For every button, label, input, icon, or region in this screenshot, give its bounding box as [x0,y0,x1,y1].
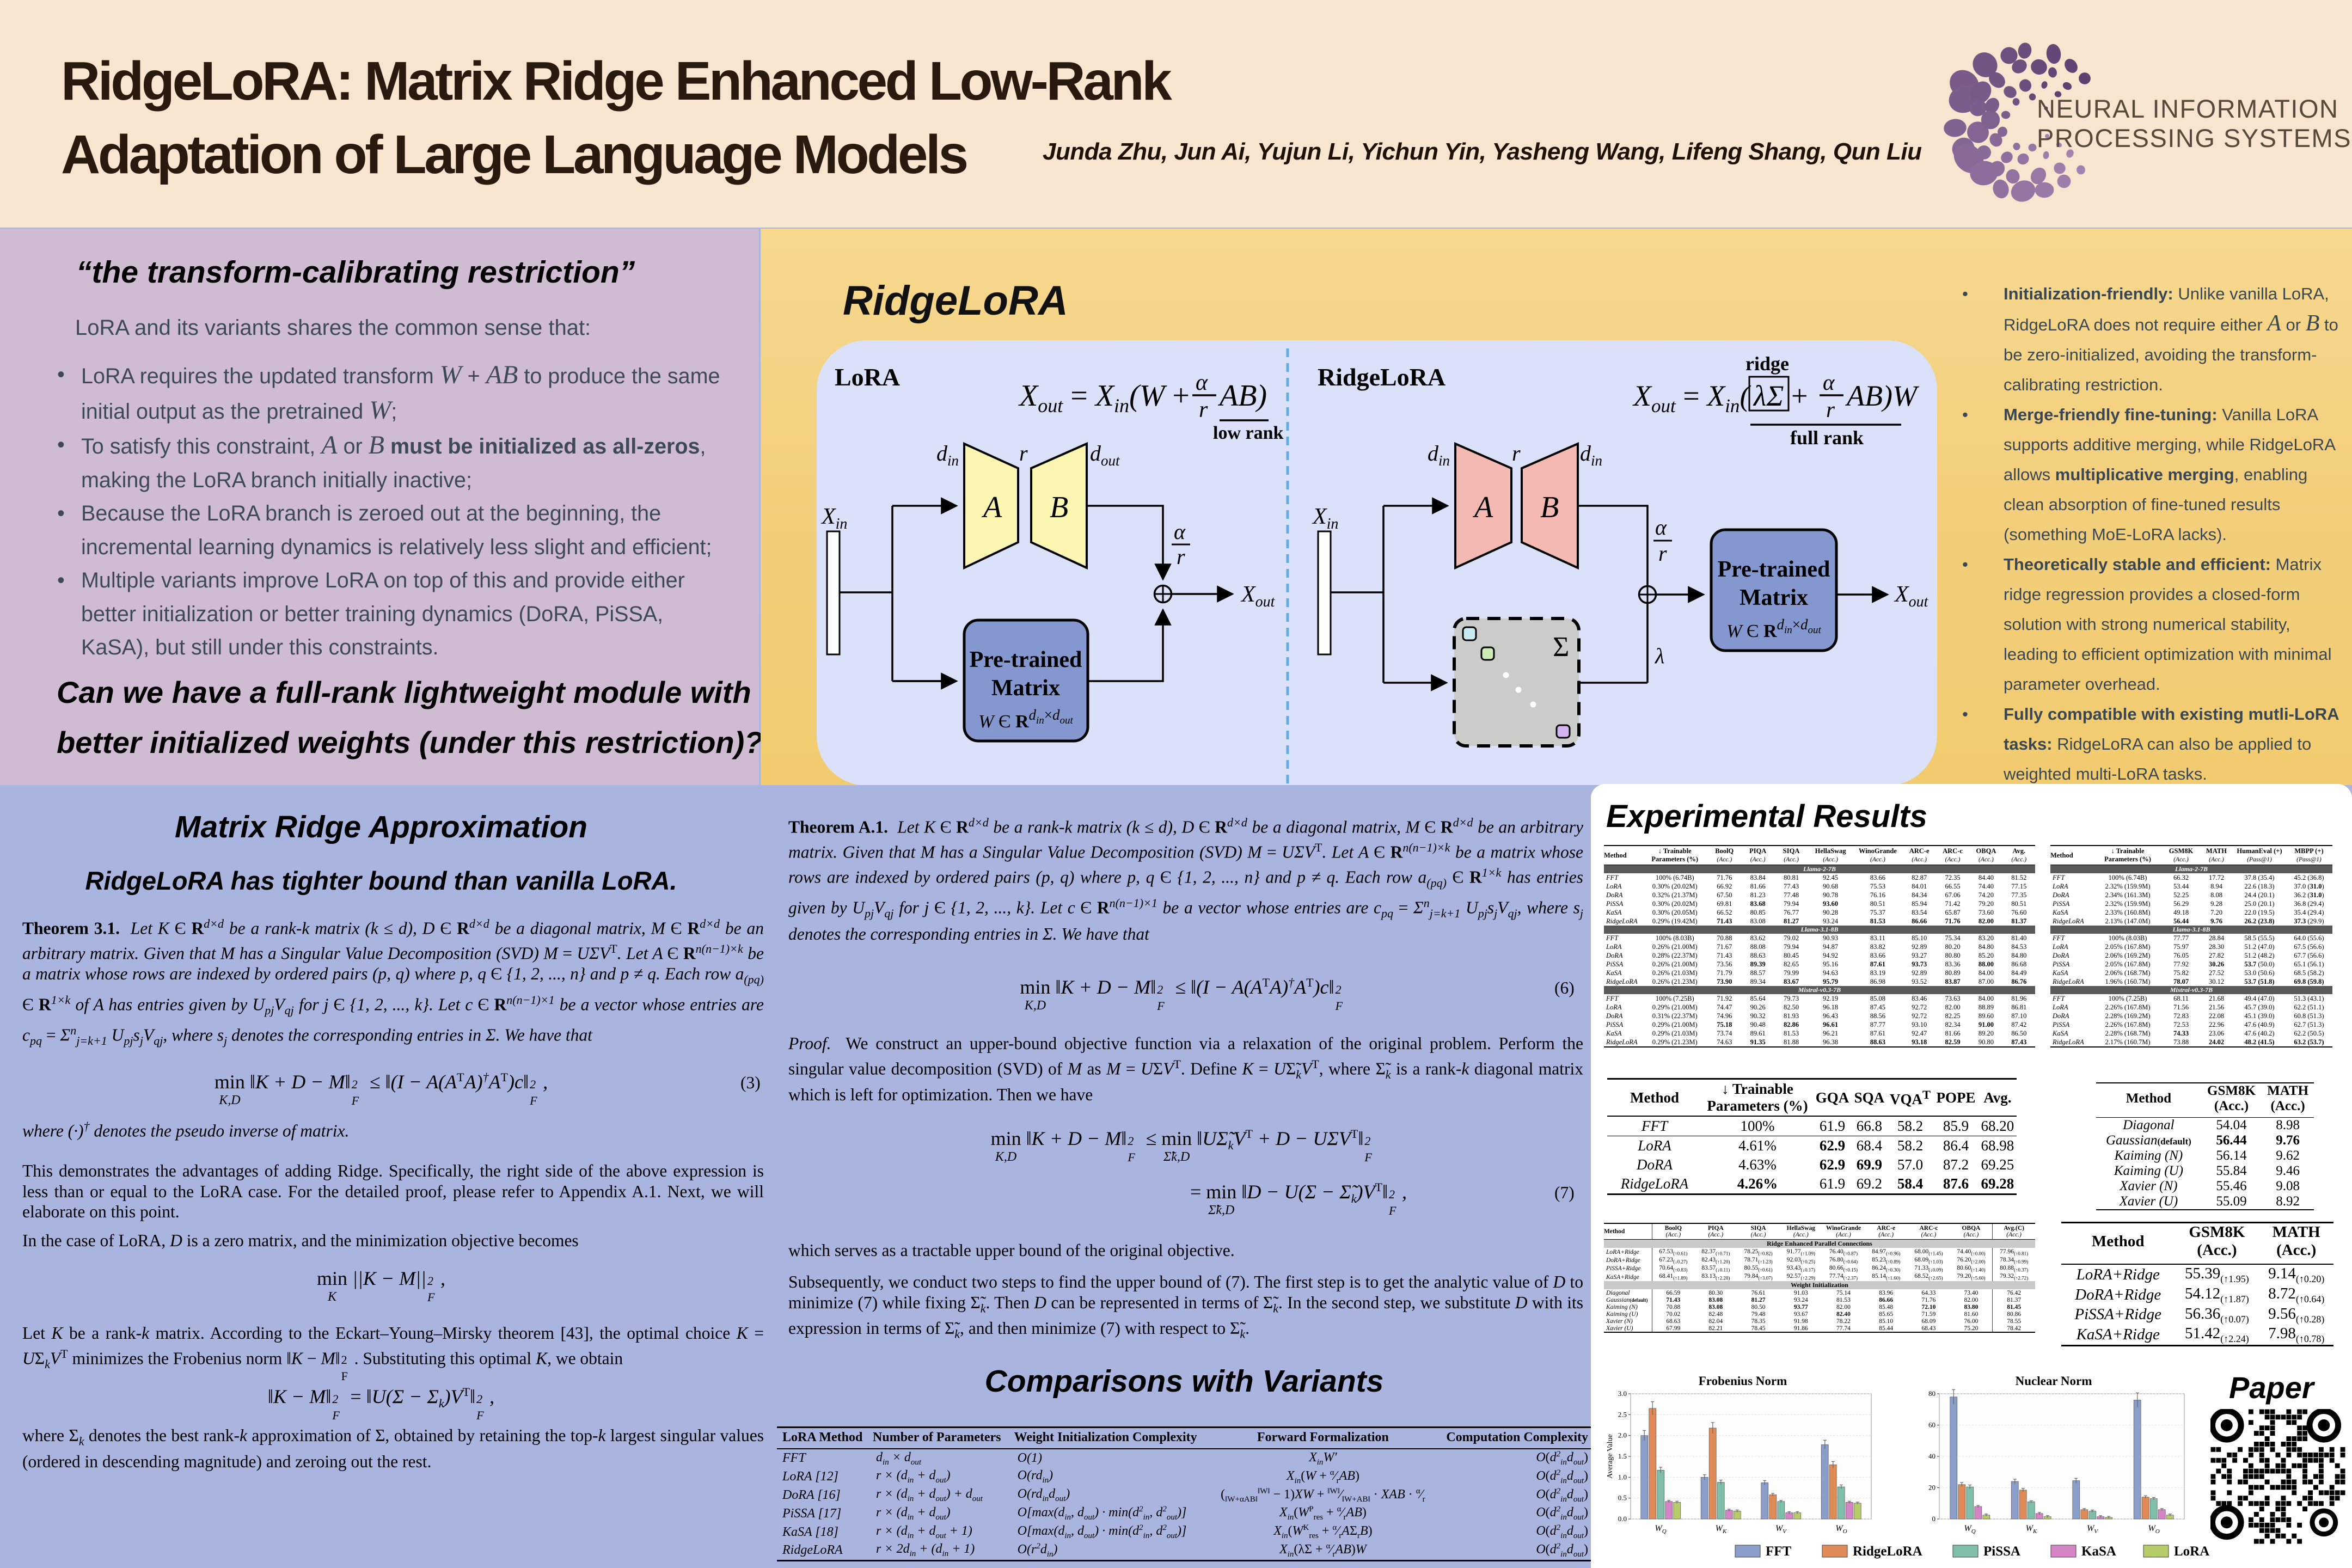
svg-text:WO: WO [2148,1524,2159,1535]
svg-text:A: A [1472,491,1493,524]
svg-text:B: B [1540,491,1559,524]
svg-text:λΣ: λΣ [1753,379,1784,412]
svg-text:α: α [1174,519,1186,544]
svg-text:Average Value: Average Value [1606,1434,1614,1479]
svg-text:1.5: 1.5 [1618,1452,1627,1460]
svg-text:Σ: Σ [1553,632,1569,663]
svg-text:Pre-trained: Pre-trained [1718,557,1830,582]
svg-text:LoRA: LoRA [835,363,900,391]
svg-text:WO: WO [1835,1524,1847,1535]
svg-text:r: r [1177,544,1185,569]
svg-text:WQ: WQ [1964,1524,1975,1535]
svg-text:0: 0 [1932,1515,1936,1523]
svg-text:W Є Rdin×dout: W Є Rdin×dout [1726,616,1821,641]
svg-text:Matrix: Matrix [1739,585,1808,610]
svg-text:AB): AB) [1217,379,1267,413]
svg-text:2.5: 2.5 [1618,1410,1627,1418]
svg-text:low rank: low rank [1213,423,1284,443]
svg-text:α: α [1196,370,1208,395]
svg-text:B: B [1050,491,1068,524]
svg-text:r: r [1199,397,1208,422]
svg-text:80: 80 [1928,1389,1935,1398]
svg-text:A: A [981,491,1002,524]
svg-text:FFT: FFT [1766,1544,1792,1559]
svg-text:60: 60 [1928,1421,1935,1429]
svg-text:1.0: 1.0 [1618,1473,1627,1481]
svg-text:Xout = Xin(W +: Xout = Xin(W + [1018,379,1190,416]
svg-text:Frobenius Norm: Frobenius Norm [1699,1374,1787,1388]
svg-text:Pre-trained: Pre-trained [970,647,1082,672]
svg-text:40: 40 [1928,1452,1935,1460]
svg-text:PROCESSING SYSTEMS: PROCESSING SYSTEMS [2037,124,2351,152]
svg-text:RidgeLoRA: RidgeLoRA [1318,363,1445,391]
svg-text:ridge: ridge [1745,353,1789,375]
svg-text:2.0: 2.0 [1618,1431,1627,1440]
svg-text:WQ: WQ [1655,1524,1666,1535]
svg-text:α: α [1655,515,1667,540]
svg-text:0.0: 0.0 [1618,1515,1627,1523]
svg-text:NEURAL INFORMATION: NEURAL INFORMATION [2037,94,2338,123]
svg-text:λ: λ [1655,644,1664,668]
svg-text:full rank: full rank [1790,427,1864,449]
svg-text:WV: WV [1775,1524,1787,1535]
svg-text:AB)W: AB)W [1845,379,1920,412]
svg-text:RidgeLoRA: RidgeLoRA [1853,1544,1922,1559]
svg-text:+: + [1791,379,1808,412]
svg-text:3.0: 3.0 [1618,1389,1627,1398]
svg-text:RidgeLoRA: RidgeLoRA [843,278,1068,324]
svg-text:r: r [1019,441,1028,465]
svg-text:r: r [1512,441,1521,465]
svg-text:r: r [1826,397,1835,422]
svg-text:20: 20 [1928,1484,1935,1492]
svg-text:din: din [1580,441,1602,469]
svg-text:r: r [1658,541,1667,566]
svg-text:KaSA: KaSA [2081,1544,2116,1559]
svg-text:WK: WK [2026,1524,2037,1535]
svg-text:Matrix: Matrix [991,676,1060,701]
svg-text:0.5: 0.5 [1618,1494,1627,1502]
svg-text:WK: WK [1716,1524,1727,1535]
svg-text:LoRA: LoRA [2174,1544,2209,1559]
svg-text:α: α [1823,370,1835,395]
svg-text:PiSSA: PiSSA [1983,1544,2020,1559]
svg-text:WV: WV [2087,1524,2098,1535]
svg-text:Nuclear Norm: Nuclear Norm [2016,1374,2092,1388]
